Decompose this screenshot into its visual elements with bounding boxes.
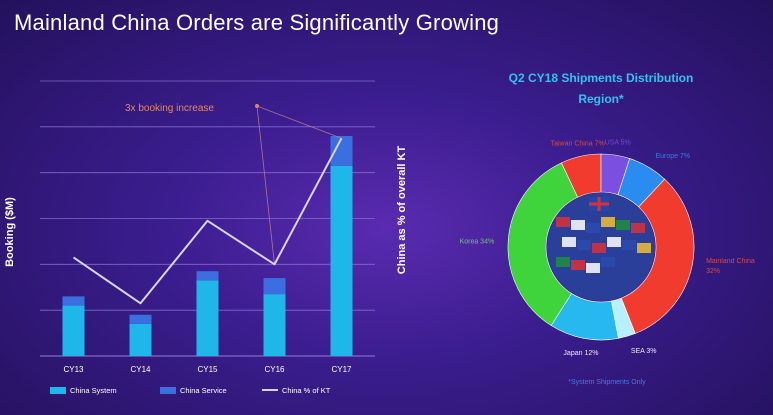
slice-labels: Taiwan China 7% USA 5% Europe 7% Mainland C… [460,139,755,357]
flag-shape [556,217,570,227]
x-tick-cy14: CY14 [130,365,151,374]
flag-shape [577,240,591,250]
flag-shape [556,257,570,267]
donut-title: Q2 CY18 Shipments Distribution [509,71,694,85]
flag-shape [607,237,621,247]
flags-image [547,193,655,301]
bar-china-service-cy16 [263,278,286,295]
slice-label-korea: Korea 34% [460,238,495,245]
x-tick-cy16: CY16 [264,365,285,374]
legend-label-0: China System [70,386,117,395]
y2-axis-label: China as % of overall KT [396,146,408,275]
flag-shape [586,263,600,273]
annotation-label: 3x booking increase [125,103,214,114]
bar-china-system-cy15 [196,280,219,356]
x-tick-cy15: CY15 [197,365,218,374]
slice-label-mainland-china: Mainland China [706,258,755,265]
donut-footnote: *System Shipments Only [568,379,646,386]
donut-slice-mainland-china [620,178,695,334]
bar-series [62,136,353,356]
slice-label-japan: Japan 12% [563,350,598,357]
slide-title: Mainland China Orders are Significantly … [14,10,500,35]
legend-label-1: China Service [180,386,227,395]
x-tick-labels: CY13 CY14 CY15 CY16 CY17 [63,365,352,374]
donut-subtitle: Region* [578,92,624,106]
donut-slices [507,153,695,341]
line-china-percent-kt [72,137,343,305]
bar-china-system-cy13 [62,305,85,356]
slice-label-taiwan-china: Taiwan China 7% [551,141,605,148]
bar-china-service-cy17 [330,136,353,166]
bar-china-service-cy15 [196,271,219,281]
flag-shape [586,223,600,233]
flag-shape [601,257,615,267]
line-series [72,137,343,305]
annotation-line-cy16 [256,105,275,265]
flag-shape [571,220,585,230]
flag-shape [637,243,651,253]
flag-shape [562,237,576,247]
x-tick-cy17: CY17 [331,365,352,374]
bar-china-service-cy13 [62,296,85,306]
slice-value-mainland-china: 32% [706,268,720,275]
flag-shape [616,220,630,230]
y-axis-label: Booking ($M) [4,197,16,267]
bar-china-system-cy16 [263,294,286,356]
bar-china-system-cy14 [129,323,152,356]
legend: China System China Service China % of KT [50,386,331,395]
legend-label-2: China % of KT [282,386,331,395]
annotation-connector [255,104,342,265]
bar-china-service-cy14 [129,314,152,324]
legend-swatch-1 [160,387,176,394]
flag-shape [601,217,615,227]
donut-slice-korea [507,162,578,326]
slice-label-usa: USA 5% [605,139,631,146]
flag-shape [631,223,645,233]
slice-label-sea: SEA 3% [631,348,657,355]
flag-shape [571,260,585,270]
flag-shape [622,240,636,250]
legend-swatch-0 [50,387,66,394]
bar-china-system-cy17 [330,165,353,356]
x-tick-cy13: CY13 [63,365,84,374]
flag-shape [592,243,606,253]
annotation-line-cy17 [256,105,342,139]
slice-label-europe: Europe 7% [655,153,690,160]
